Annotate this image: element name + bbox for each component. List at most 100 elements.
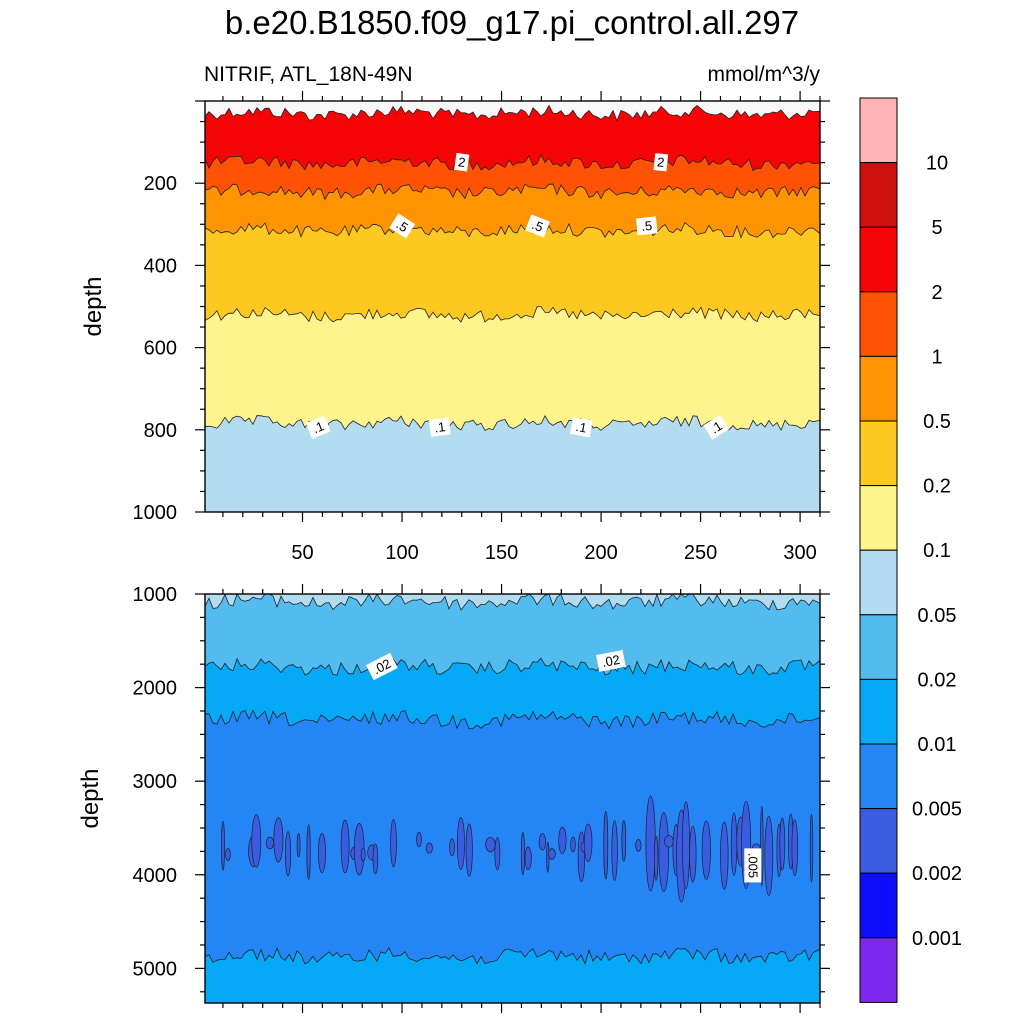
contour-label: .1 — [703, 414, 730, 440]
colorbar-swatch — [859, 614, 898, 680]
y-tick-label: 1000 — [133, 584, 178, 606]
contour-band-<0.05 — [205, 101, 820, 121]
contour-label-box — [454, 152, 470, 172]
contour-panel-bottom: .02 .02 .005 1000 2000 3000 4000 5000 depth — [77, 584, 830, 1013]
y-tick-label: 2000 — [133, 678, 178, 700]
contour-island — [390, 819, 397, 868]
contour-island — [284, 831, 292, 877]
contour-band-0.05-0.1 — [205, 415, 820, 512]
colorbar-label: 1 — [931, 346, 942, 368]
units-label: mmol/m^3/y — [707, 63, 820, 86]
colorbar-swatch — [859, 549, 898, 616]
contour-island — [577, 831, 586, 882]
contour-label-text: .5 — [530, 217, 545, 235]
contour-island — [764, 815, 774, 896]
colorbar-label: 0.1 — [923, 540, 951, 562]
contour-island — [416, 831, 422, 848]
contour-band-0.05-0.1 — [205, 594, 820, 610]
contour-label-text: .005 — [745, 853, 760, 878]
contour-island — [465, 823, 473, 877]
y-tick-label: 800 — [144, 420, 177, 442]
contour-island — [809, 813, 814, 883]
colorbar-swatch — [859, 355, 898, 422]
contour-label-box — [653, 153, 669, 172]
contour-island — [664, 835, 674, 848]
contour-label-text: 2 — [656, 154, 665, 170]
contour-island — [340, 819, 350, 874]
contour-island — [682, 801, 690, 889]
contour-panel-top: 2 2 .5 .5 .5 .1 .1 .1 .1 50 100 150 200 250 300 200 400 6… — [80, 91, 830, 564]
colorbar-swatch — [859, 678, 898, 745]
colorbar-label: 0.02 — [918, 669, 957, 691]
contour-band-0.005-0.01 — [205, 710, 820, 964]
contour-island — [318, 832, 326, 874]
contour-label: .005 — [744, 848, 762, 883]
contour-island — [225, 848, 231, 861]
contour-label-box — [525, 214, 550, 238]
contour-label-box — [569, 417, 593, 438]
colorbar-label: 5 — [931, 217, 942, 239]
y-tick-label: 200 — [144, 173, 177, 195]
colorbar-swatch — [859, 743, 898, 810]
contour-label-box — [596, 649, 626, 672]
colorbar-label: 0.001 — [912, 928, 962, 950]
contour-label: .5 — [525, 214, 550, 238]
contour-island — [779, 817, 786, 871]
chart-title: b.e20.B1850.f09_g17.pi_control.all.297 — [224, 4, 800, 41]
contour-label-box — [365, 652, 398, 681]
colorbar-swatch — [859, 808, 898, 874]
contour-band-0.01-0.02 — [205, 658, 820, 729]
contour-island — [730, 812, 738, 876]
contour-label-text: .02 — [370, 656, 393, 678]
contour-line — [204, 657, 821, 676]
colorbar-swatch — [859, 226, 898, 293]
y-tick-label: 5000 — [133, 958, 178, 980]
contour-island — [360, 847, 366, 862]
colorbar-label: 0.5 — [923, 411, 951, 433]
contour-island — [273, 817, 284, 863]
contour-island — [494, 836, 501, 871]
colorbar-swatch — [859, 291, 898, 357]
y-tick-label: 1000 — [133, 502, 178, 524]
x-tick-label: 300 — [783, 542, 816, 564]
contour-line — [204, 709, 821, 730]
colorbar-swatch — [859, 872, 898, 939]
contour-island — [645, 795, 656, 892]
variable-region-label: NITRIF, ATL_18N-49N — [204, 63, 413, 86]
colorbar-swatch — [859, 420, 898, 487]
contour-island — [251, 814, 262, 868]
colorbar-swatch — [859, 97, 898, 164]
x-tick-label: 200 — [584, 542, 617, 564]
contour-label-text: .5 — [641, 218, 653, 234]
contour-island — [425, 842, 433, 854]
contour-label: .02 — [596, 649, 626, 672]
contour-line — [204, 947, 821, 965]
colorbar-label: 10 — [926, 153, 948, 175]
y-axis-title: depth — [77, 768, 104, 828]
contour-label: 2 — [653, 153, 669, 172]
contour-band-0.02-0.05 — [205, 594, 820, 676]
contour-line — [204, 183, 821, 201]
contour-island — [548, 848, 556, 860]
contour-island — [546, 841, 550, 873]
colorbar-label: 0.2 — [923, 476, 951, 498]
contour-label-text: .1 — [434, 419, 447, 435]
colorbar-swatch — [859, 937, 898, 1003]
y-tick-label: 3000 — [133, 771, 178, 793]
contour-label-box — [428, 417, 451, 437]
contour-island — [221, 820, 225, 871]
contour-island — [635, 839, 642, 852]
contour-label-box — [744, 848, 762, 883]
contour-island — [372, 843, 379, 875]
contour-label-text: .1 — [575, 419, 588, 436]
x-tick-label: 150 — [485, 542, 518, 564]
contour-island — [306, 824, 311, 880]
contour-label: .1 — [305, 415, 331, 439]
contour-label: .1 — [428, 417, 451, 437]
contour-label: .02 — [365, 652, 398, 681]
contour-island — [538, 833, 547, 851]
y-tick-label: 600 — [144, 338, 177, 360]
plot-frame — [204, 593, 821, 1004]
contour-island — [658, 812, 670, 892]
